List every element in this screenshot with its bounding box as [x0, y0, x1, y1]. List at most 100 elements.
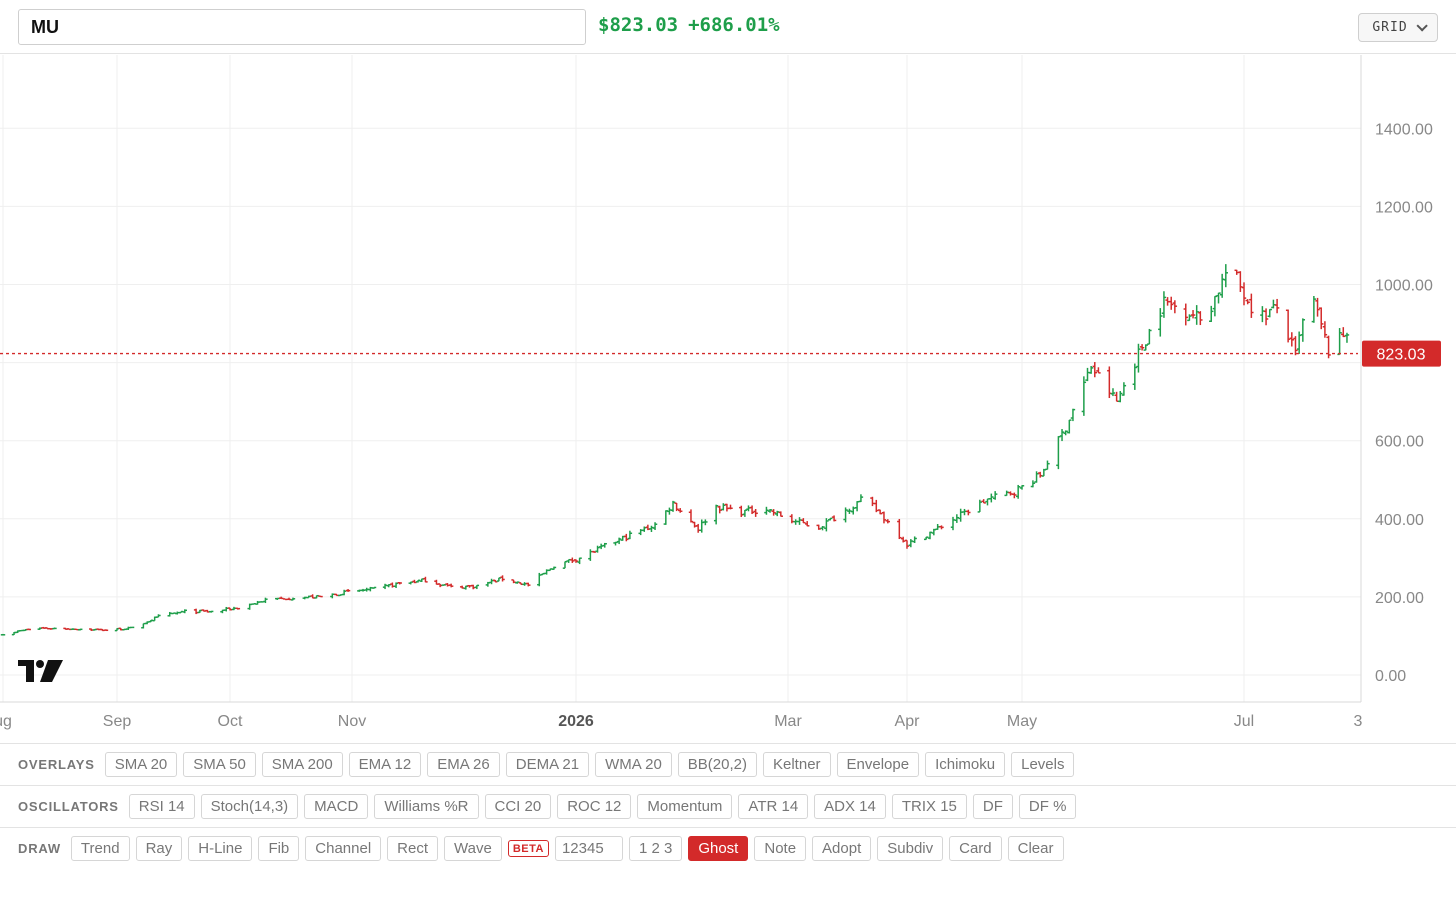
ohlc-bar [1059, 429, 1065, 442]
tool-button-wma-20[interactable]: WMA 20 [595, 752, 672, 777]
tool-button-atr-14[interactable]: ATR 14 [738, 794, 809, 819]
ohlc-bar [1132, 363, 1138, 390]
ohlc-bar [144, 621, 150, 625]
ohlc-bar [1341, 327, 1346, 338]
price-axis[interactable]: 0.00 200.00 400.00 600.00 1000.00 1200.00 1400… [1375, 121, 1433, 685]
ohlc-bar [1241, 282, 1247, 306]
last-price-tag [1362, 340, 1441, 367]
tool-button-rsi-14[interactable]: RSI 14 [128, 794, 195, 819]
tool-button-adopt[interactable]: Adopt [812, 836, 872, 861]
tool-button-df[interactable]: DF [972, 794, 1013, 819]
tool-button-trix-15[interactable]: TRIX 15 [891, 794, 967, 819]
price-tick-label: 1000.00 [1375, 278, 1433, 295]
top-bar: $823.03 +686.01% GRID [0, 0, 1456, 54]
tool-button-h-line[interactable]: H-Line [188, 836, 253, 861]
tool-button-ema-26[interactable]: EMA 26 [427, 752, 500, 777]
ohlc-bar [1019, 485, 1025, 490]
ohlc-bar [1271, 299, 1276, 309]
ohlc-bar [1136, 343, 1141, 373]
ohlc-bar [318, 595, 323, 598]
ohlc-bar [474, 584, 480, 590]
time-tick-label: 2026 [558, 713, 594, 730]
ohlc-bar [1198, 311, 1203, 326]
ohlc-bar [1143, 344, 1148, 351]
ohlc-bar [397, 581, 402, 585]
ohlc-bar [562, 560, 568, 569]
ohlc-bar [1263, 308, 1269, 326]
price-chart[interactable]: 0.00 200.00 400.00 600.00 1000.00 1200.00 1400… [0, 55, 1456, 743]
ohlc-bar [251, 603, 256, 605]
ohlc-bar [616, 537, 622, 545]
ohlc-bar [742, 509, 748, 517]
tool-button-rect[interactable]: Rect [387, 836, 439, 861]
ohlc-bars [0, 264, 1350, 636]
tool-button-macd[interactable]: MACD [304, 794, 369, 819]
ohlc-bar [1063, 430, 1068, 436]
time-axis[interactable]: ug Sep Oct Nov 2026 Mar Apr May Jul 3 [0, 713, 1363, 730]
ohlc-bar [958, 508, 963, 522]
ohlc-bar [1172, 300, 1178, 314]
tool-button-sma-200[interactable]: SMA 200 [261, 752, 343, 777]
symbol-input[interactable] [18, 9, 586, 45]
tool-button-wave[interactable]: Wave [444, 836, 502, 861]
tool-button-ichimoku[interactable]: Ichimoku [925, 752, 1006, 777]
ohlc-bar [931, 528, 937, 536]
tool-button-subdiv[interactable]: Subdiv [877, 836, 944, 861]
ohlc-bar [577, 557, 582, 565]
tool-button-ghost[interactable]: Ghost [688, 836, 749, 861]
ohlc-bar [182, 609, 187, 614]
tool-button-df[interactable]: DF % [1018, 794, 1077, 819]
tool-button-bb-20-2[interactable]: BB(20,2) [677, 752, 757, 777]
ohlc-bar [881, 511, 887, 524]
tool-button-note[interactable]: Note [754, 836, 807, 861]
ohlc-bar [627, 530, 633, 540]
tool-button-keltner[interactable]: Keltner [763, 752, 831, 777]
tool-button-trend[interactable]: Trend [70, 836, 130, 861]
tool-button-dema-21[interactable]: DEMA 21 [505, 752, 590, 777]
tool-button-card[interactable]: Card [949, 836, 1002, 861]
tool-button-adx-14[interactable]: ADX 14 [814, 794, 886, 819]
ohlc-bar [816, 524, 821, 530]
ohlc-bar [330, 593, 335, 599]
tool-button-sma-50[interactable]: SMA 50 [183, 752, 256, 777]
tool-button-ema-12[interactable]: EMA 12 [348, 752, 422, 777]
ohlc-bar [851, 506, 856, 515]
ohlc-bar [1212, 295, 1218, 317]
ohlc-bar [286, 597, 292, 601]
time-tick-label: Mar [774, 713, 802, 730]
tool-button-roc-12[interactable]: ROC 12 [557, 794, 632, 819]
tool-button-levels[interactable]: Levels [1011, 752, 1075, 777]
time-tick-label: Apr [895, 713, 921, 730]
tool-button-ray[interactable]: Ray [135, 836, 183, 861]
ohlc-bar [496, 577, 502, 582]
ohlc-bar [843, 507, 848, 523]
ohlc-bar [178, 610, 184, 614]
tool-button-envelope[interactable]: Envelope [836, 752, 920, 777]
last-price: $823.03 [598, 14, 679, 36]
tool-button-1-2-3[interactable]: 1 2 3 [628, 836, 683, 861]
ohlc-bar [193, 608, 199, 615]
ohlc-bar [1012, 492, 1017, 499]
tool-button-momentum[interactable]: Momentum [637, 794, 733, 819]
chart-svg[interactable]: 0.00 200.00 400.00 600.00 1000.00 1200.00 1400… [0, 55, 1456, 743]
ohlc-bar [126, 626, 131, 630]
price-tick-label: 400.00 [1375, 512, 1424, 529]
tool-button-fib[interactable]: Fib [258, 836, 300, 861]
ohlc-bar [613, 541, 618, 546]
ohlc-bar [688, 509, 694, 523]
ohlc-bar [912, 536, 917, 543]
ohlc-bar [753, 509, 758, 517]
tool-button-channel[interactable]: Channel [305, 836, 382, 861]
ohlc-bar [156, 614, 161, 618]
tool-button-clear[interactable]: Clear [1007, 836, 1064, 861]
tool-button-williams-r[interactable]: Williams %R [374, 794, 479, 819]
ohlc-bar [1096, 367, 1101, 374]
tool-button-sma-20[interactable]: SMA 20 [104, 752, 178, 777]
tool-button-cci-20[interactable]: CCI 20 [484, 794, 552, 819]
ohlc-bar [1289, 332, 1295, 347]
grid-dropdown[interactable]: GRID [1358, 13, 1438, 42]
wave-count-input[interactable] [554, 836, 623, 861]
ohlc-bar [1139, 344, 1145, 351]
ohlc-bar [1187, 314, 1192, 322]
tool-button-stoch-14-3[interactable]: Stoch(14,3) [200, 794, 299, 819]
